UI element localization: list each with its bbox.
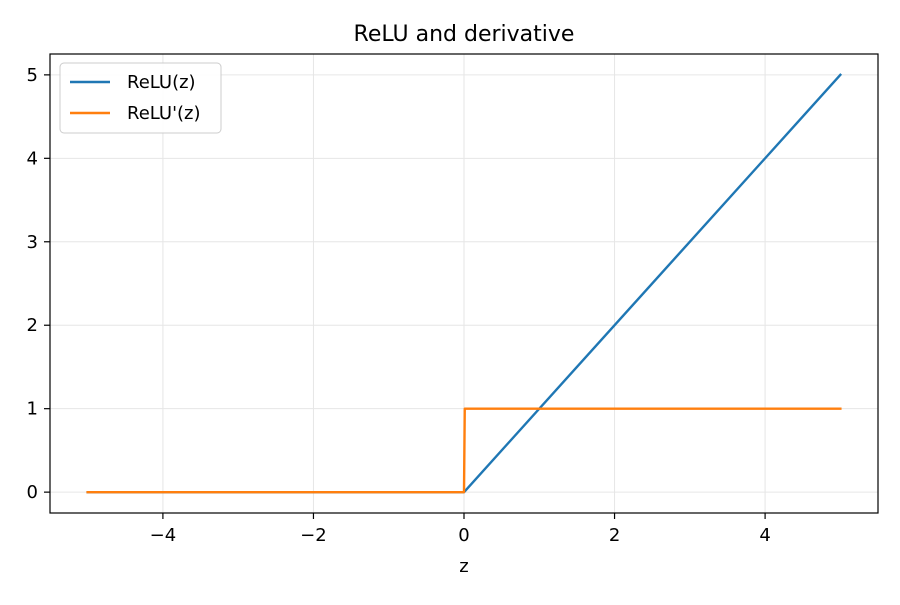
x-tick-label: −2 (300, 525, 327, 546)
x-axis-label: z (459, 556, 468, 577)
legend-label-relu: ReLU(z) (127, 72, 196, 93)
chart-title: ReLU and derivative (354, 22, 575, 47)
y-tick-label: 0 (27, 482, 38, 503)
tick-layer: −4 −2 0 2 4 0 1 2 3 4 5 (27, 65, 771, 546)
legend: ReLU(z) ReLU'(z) (59, 62, 222, 134)
legend-frame (59, 62, 222, 134)
y-tick-label: 1 (27, 399, 38, 420)
x-tick-label: 4 (759, 525, 770, 546)
x-tick-label: 2 (609, 525, 620, 546)
y-tick-label: 2 (27, 315, 38, 336)
y-tick-label: 5 (27, 65, 38, 86)
series-line-relu-derivative (86, 407, 842, 494)
y-tick-label: 3 (27, 232, 38, 253)
x-tick-label: −4 (150, 525, 177, 546)
legend-label-relu-derivative: ReLU'(z) (127, 103, 201, 124)
series-layer (86, 73, 843, 494)
y-tick-label: 4 (27, 148, 38, 169)
x-tick-label: 0 (458, 525, 469, 546)
